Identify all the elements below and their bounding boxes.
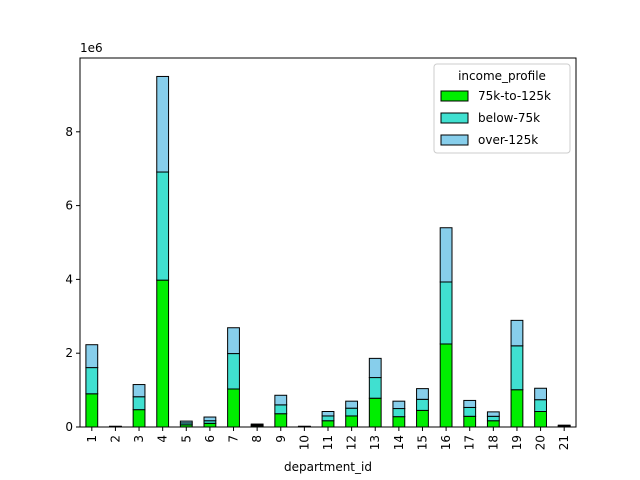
- x-tick-label: 3: [132, 435, 146, 443]
- x-axis: 1 2 3 4 5 6 7 8 9 10 11 12 13 14 15 16 17 18 19 20 21: [85, 427, 571, 450]
- bar-segment-16-0: [439, 343, 453, 428]
- legend-label: below-75k: [478, 111, 540, 125]
- bar-segment-15-1: [416, 398, 429, 411]
- bar-segment-9-2: [274, 394, 288, 406]
- bar-segment-9-0: [274, 413, 288, 428]
- bar-segment-1-0: [85, 393, 99, 428]
- legend-label: 75k-to-125k: [478, 89, 551, 103]
- x-tick-label: 6: [203, 435, 217, 443]
- bar-segment-11-2: [321, 411, 335, 417]
- y-tick-label: 2: [65, 346, 73, 360]
- bar-segment-1-1: [85, 367, 99, 395]
- bar-segment-15-0: [416, 409, 429, 428]
- bar-segment-3-2: [132, 384, 146, 398]
- bar-segment-16-2: [439, 227, 453, 283]
- legend: income_profile 75k-to-125k below-75k over-…: [433, 63, 571, 154]
- x-tick-label: 14: [392, 435, 406, 450]
- bar-segment-18-0: [486, 420, 500, 428]
- bar-segment-19-2: [510, 319, 524, 347]
- bar-segment-11-1: [321, 415, 335, 422]
- bar-segment-4-0: [156, 279, 170, 428]
- x-axis-label: department_id: [284, 460, 372, 474]
- x-tick-label: 7: [227, 435, 241, 443]
- bar-segment-13-2: [368, 357, 382, 379]
- bar-segment-19-1: [510, 345, 524, 391]
- bar-segment-3-0: [132, 409, 146, 428]
- legend-label: over-125k: [478, 133, 538, 147]
- bar-segment-20-0: [534, 411, 547, 428]
- legend-swatch: [440, 90, 469, 102]
- x-tick-label: 5: [179, 435, 193, 443]
- x-tick-label: 1: [85, 435, 99, 443]
- y-tick-label: 8: [65, 125, 73, 139]
- y-tick-label: 4: [65, 272, 73, 286]
- legend-frame: [433, 63, 571, 154]
- legend-swatch: [440, 134, 469, 146]
- x-tick-label: 16: [439, 435, 453, 450]
- bar-segment-19-0: [510, 389, 524, 428]
- legend-entries: 75k-to-125k below-75k over-125k: [440, 89, 551, 147]
- bar-segment-3-1: [132, 396, 146, 411]
- x-tick-label: 11: [321, 435, 335, 450]
- x-tick-label: 2: [108, 435, 122, 443]
- x-tick-label: 10: [297, 435, 311, 450]
- x-tick-label: 12: [345, 435, 359, 450]
- bar-segment-7-0: [227, 388, 240, 428]
- x-tick-label: 20: [534, 435, 548, 450]
- bar-segment-18-2: [486, 411, 500, 417]
- bar-segment-4-2: [156, 75, 170, 173]
- bar-segment-5-2: [179, 420, 193, 424]
- legend-title: income_profile: [458, 69, 546, 83]
- y-multiplier-label: 1e6: [80, 41, 103, 55]
- bar-segment-17-2: [463, 399, 477, 408]
- y-tick-label: 0: [65, 420, 73, 434]
- bar-segment-21-2: [557, 424, 571, 427]
- x-tick-label: 13: [368, 435, 382, 450]
- bar-segment-17-0: [463, 415, 477, 428]
- bars-layer: [85, 75, 571, 428]
- bar-segment-14-1: [392, 408, 406, 418]
- bar-segment-20-2: [534, 387, 547, 401]
- x-tick-label: 9: [274, 435, 288, 443]
- x-tick-label: 15: [415, 435, 429, 450]
- bar-segment-7-2: [227, 327, 240, 355]
- bar-segment-1-2: [85, 344, 99, 369]
- bar-segment-4-1: [156, 171, 170, 281]
- bar-segment-12-0: [345, 415, 359, 428]
- bar-segment-18-1: [486, 415, 500, 422]
- bar-segment-20-1: [534, 399, 547, 413]
- x-tick-label: 8: [250, 435, 264, 443]
- bar-segment-6-0: [203, 422, 217, 428]
- bar-segment-14-0: [392, 416, 406, 428]
- legend-swatch: [440, 112, 469, 124]
- bar-segment-17-1: [463, 406, 477, 417]
- bar-segment-6-2: [203, 416, 217, 422]
- bar-segment-15-2: [416, 388, 429, 400]
- bar-segment-14-2: [392, 400, 406, 410]
- y-axis: 0 2 4 6 8: [65, 125, 80, 434]
- bar-segment-11-0: [321, 420, 335, 428]
- x-tick-label: 4: [156, 435, 170, 443]
- bar-segment-13-0: [368, 397, 382, 428]
- bar-segment-12-1: [345, 407, 359, 417]
- x-tick-label: 18: [486, 435, 500, 450]
- bar-segment-12-2: [345, 400, 359, 409]
- y-tick-label: 6: [65, 199, 73, 213]
- bar-segment-16-1: [439, 281, 453, 345]
- bar-segment-13-1: [368, 377, 382, 399]
- bar-segment-7-1: [227, 353, 240, 390]
- bar-segment-8-2: [250, 423, 264, 426]
- bar-segment-9-1: [274, 404, 288, 415]
- x-tick-label: 19: [510, 435, 524, 450]
- x-tick-label: 17: [463, 435, 477, 450]
- x-tick-label: 21: [557, 435, 571, 450]
